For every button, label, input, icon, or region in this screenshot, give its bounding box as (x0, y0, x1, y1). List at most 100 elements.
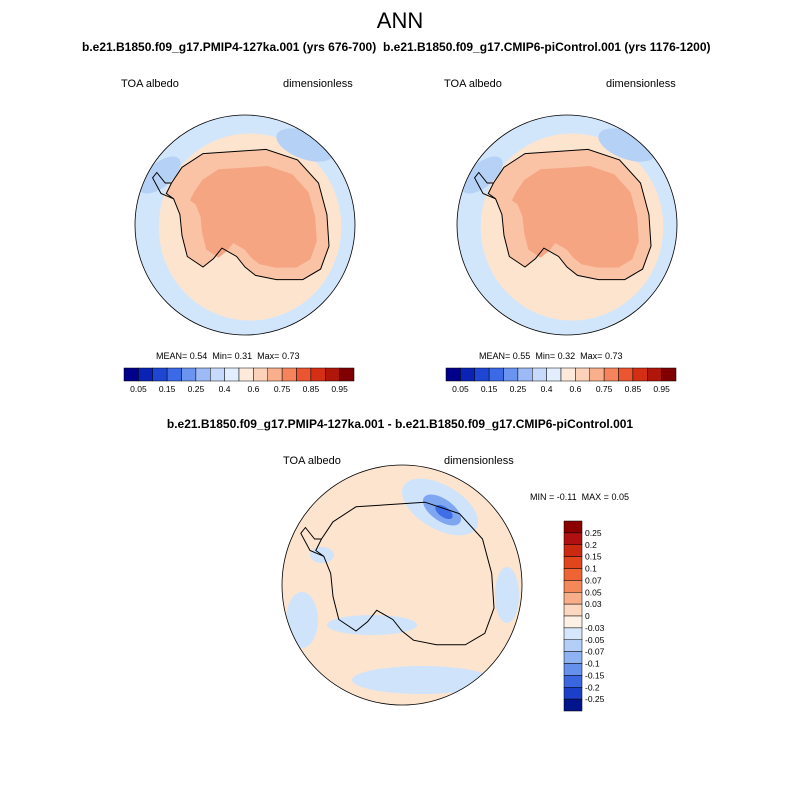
colorbar-tick-label: 0.05 (130, 384, 147, 394)
colorbar-swatch (152, 367, 168, 382)
colorbar-swatch (310, 367, 326, 382)
colorbar-tick-label: 0.85 (303, 384, 320, 394)
colorbar-swatch (546, 367, 562, 382)
panel2-min-label: Min= (535, 351, 556, 361)
peninsula-coastline (474, 171, 496, 200)
panel2-max-label: Max= (580, 351, 603, 361)
panel3-units-label: dimensionless (444, 455, 514, 467)
map-fill-group (135, 115, 355, 335)
colorbar-swatch (267, 367, 283, 382)
colorbar-swatch (166, 367, 182, 382)
panel3-min-label: MIN = (530, 492, 555, 502)
panel2-mean-value: 0.55 (512, 351, 531, 361)
colorbar-tick-label: 0.05 (585, 587, 602, 597)
low-albedo-patch (461, 156, 503, 194)
colorbar-swatch (488, 367, 504, 382)
colorbar-swatch (563, 532, 583, 546)
colorbar-swatch (563, 568, 583, 581)
colorbar-tick-label: 0.25 (585, 528, 602, 538)
colorbar-tick-label: -0.15 (585, 670, 605, 680)
colorbar-swatch (563, 544, 583, 557)
colorbar-tick-label: -0.07 (585, 647, 605, 657)
coastline (487, 148, 652, 281)
panel1-max-label: Max= (257, 351, 280, 361)
colorbar-tick-label: 0.15 (159, 384, 176, 394)
colorbar-swatch (563, 615, 583, 629)
colorbar-tick-label: -0.2 (585, 682, 600, 692)
colorbar-swatch (618, 367, 634, 382)
colorbar-tick-label: 0.07 (585, 575, 602, 585)
colorbar-tick-label: 0.6 (569, 384, 581, 394)
low-albedo-patch (139, 156, 181, 194)
coastline (165, 148, 330, 281)
panel1-mean-value: 0.54 (189, 351, 208, 361)
panel1-colorbar: 0.05 0.15 0.25 0.4 0.6 0.75 0.85 0.95 (123, 367, 355, 394)
colorbar-swatch (210, 367, 225, 382)
panel3-colorbar: 0.25 0.2 0.15 0.10.07 0.05 0.03 0 -0.03 -0.05 -0.… (563, 520, 605, 712)
colorbar-swatch (195, 367, 211, 382)
continent-interior (189, 166, 317, 268)
map-boundary (456, 114, 678, 336)
colorbar-tick-label: 0.05 (452, 384, 469, 394)
colorbar-swatch (563, 520, 583, 534)
colorbar-swatch (517, 367, 533, 382)
colorbar-swatch (532, 367, 547, 382)
colorbar-tick-label: 0.95 (653, 384, 670, 394)
colorbar-tick-label: 0.25 (510, 384, 527, 394)
colorbar-tick-label: 0.03 (585, 599, 602, 609)
colorbar-swatch (603, 367, 619, 382)
colorbar-swatch (563, 651, 583, 664)
colorbar-tick-label: 0.6 (247, 384, 259, 394)
panel2-colorbar: 0.05 0.15 0.25 0.4 0.6 0.75 0.85 0.95 (445, 367, 677, 394)
colorbar-tick-label: -0.03 (585, 623, 605, 633)
colorbar-swatch (589, 367, 605, 382)
colorbar-swatch (238, 367, 254, 382)
panel2-title: b.e21.B1850.f09_g17.CMIP6-piControl.001 … (383, 40, 711, 54)
colorbar-tick-label: -0.25 (585, 694, 605, 704)
colorbar-swatch (563, 580, 583, 593)
colorbar-tick-label: 0.4 (541, 384, 553, 394)
colorbar-swatch (325, 367, 340, 382)
colorbar-tick-label: 0.85 (625, 384, 642, 394)
panel1-stats: MEAN= 0.54 Min= 0.31 Max= 0.73 (156, 351, 299, 361)
colorbar-swatch (339, 367, 355, 382)
colorbar-tick-label: 0.15 (585, 552, 602, 562)
diff-negative-patch (327, 615, 417, 635)
colorbar-swatch (123, 367, 139, 382)
peninsula-coastline (152, 171, 174, 200)
colorbar-swatch (563, 627, 583, 641)
colorbar-swatch (181, 367, 197, 382)
colorbar-tick-label: 0.1 (585, 564, 597, 574)
panel2-mean-label: MEAN= (479, 351, 511, 361)
colorbar-swatch (575, 367, 591, 382)
map-boundary (281, 464, 523, 706)
panel1-max-value: 0.73 (281, 351, 300, 361)
peninsula-coastline (300, 526, 324, 557)
panel2-units-label: dimensionless (606, 78, 676, 90)
panel1-mean-label: MEAN= (156, 351, 188, 361)
colorbar-swatch (563, 687, 583, 700)
panel1-title: b.e21.B1850.f09_g17.PMIP4-127ka.001 (yrs… (82, 40, 377, 54)
panel2-stats: MEAN= 0.55 Min= 0.32 Max= 0.73 (479, 351, 622, 361)
panel3-max-value: 0.05 (611, 492, 629, 502)
colorbar-swatch (563, 663, 583, 676)
panel1-units-label: dimensionless (283, 78, 353, 90)
colorbar-swatch (296, 367, 312, 382)
panel2-max-value: 0.73 (604, 351, 623, 361)
panel1-map (134, 114, 356, 336)
colorbar-swatch (445, 367, 461, 382)
colorbar-swatch (563, 675, 583, 688)
map-boundary (134, 114, 356, 336)
panel2-map (456, 114, 678, 336)
colorbar-tick-label: 0.25 (188, 384, 205, 394)
colorbar-swatch (560, 367, 576, 382)
colorbar-swatch (661, 367, 677, 382)
colorbar-swatch (253, 367, 269, 382)
colorbar-swatch (563, 639, 583, 652)
colorbar-swatch (563, 603, 583, 617)
colorbar-tick-label: 0.15 (481, 384, 498, 394)
colorbar-swatch (460, 367, 476, 382)
colorbar-swatch (563, 592, 583, 605)
panel3-variable-label: TOA albedo (283, 455, 341, 467)
map-fill-group (457, 115, 677, 335)
